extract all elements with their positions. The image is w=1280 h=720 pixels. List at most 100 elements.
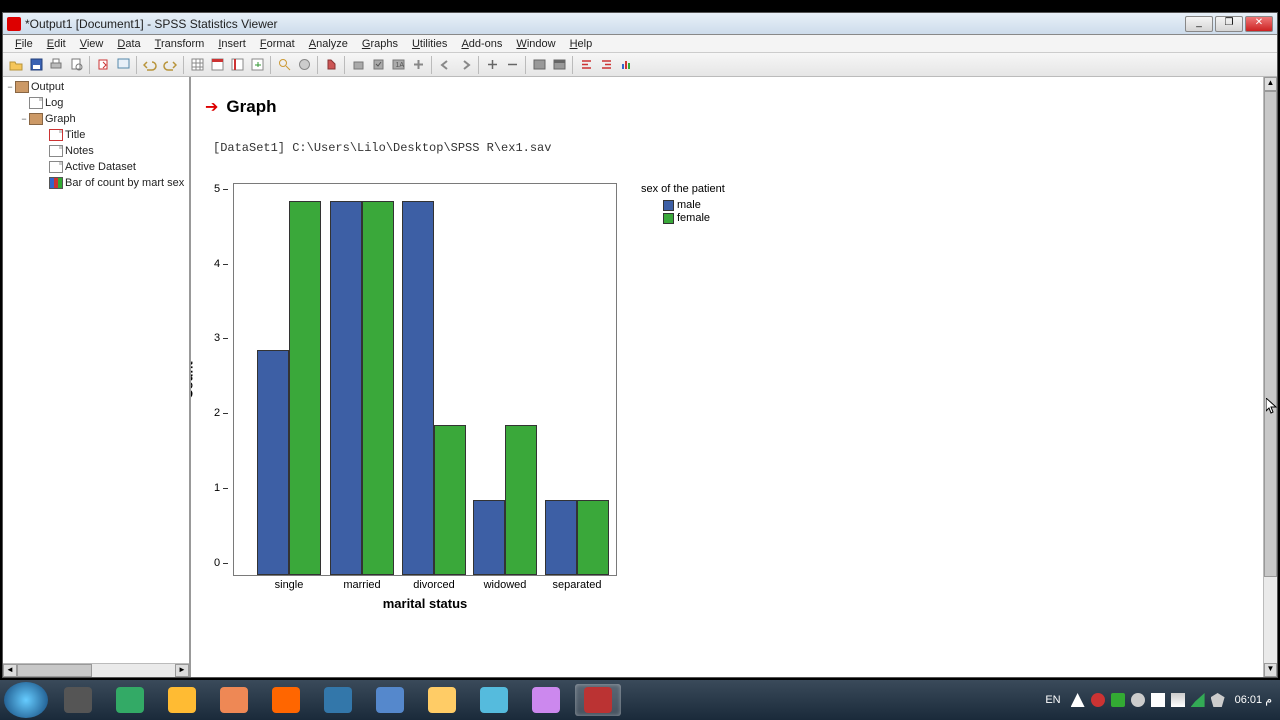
bar-male-divorced bbox=[402, 201, 434, 575]
goto-case-icon[interactable] bbox=[208, 56, 226, 74]
find-icon[interactable] bbox=[275, 56, 293, 74]
taskbar-app-7[interactable] bbox=[419, 684, 465, 716]
menu-data[interactable]: Data bbox=[111, 37, 146, 51]
chart-plot-area: Count 012345singlemarrieddivorcedwidowed… bbox=[233, 183, 617, 576]
menu-graphs[interactable]: Graphs bbox=[356, 37, 404, 51]
titlebar[interactable]: *Output1 [Document1] - SPSS Statistics V… bbox=[3, 13, 1277, 35]
content-area: −Output Log −Graph Title Notes Active Da… bbox=[3, 77, 1277, 677]
bar-female-married bbox=[362, 201, 394, 575]
section-arrow-icon: ➔ bbox=[205, 97, 218, 117]
menu-utilities[interactable]: Utilities bbox=[406, 37, 453, 51]
menu-window[interactable]: Window bbox=[510, 37, 561, 51]
taskbar-app-2[interactable] bbox=[159, 684, 205, 716]
clock[interactable]: 06:01 م bbox=[1235, 694, 1272, 706]
chart-ylabel: Count bbox=[191, 361, 196, 399]
legend-item-male: male bbox=[663, 199, 725, 211]
weight-icon[interactable] bbox=[349, 56, 367, 74]
demote-icon[interactable] bbox=[597, 56, 615, 74]
forward-icon[interactable] bbox=[456, 56, 474, 74]
designate2-icon[interactable] bbox=[550, 56, 568, 74]
save-icon[interactable] bbox=[27, 56, 45, 74]
ytick: 0 bbox=[214, 557, 220, 569]
insert-icon[interactable] bbox=[248, 56, 266, 74]
outline-hscroll[interactable]: ◄► bbox=[3, 663, 189, 677]
menu-add-ons[interactable]: Add-ons bbox=[455, 37, 508, 51]
split-icon[interactable] bbox=[322, 56, 340, 74]
viewer-pane: ➔ Graph [DataSet1] C:\Users\Lilo\Desktop… bbox=[191, 77, 1277, 677]
dataset-path: [DataSet1] C:\Users\Lilo\Desktop\SPSS R\… bbox=[213, 141, 1249, 155]
bar-chart[interactable]: Count 012345singlemarrieddivorcedwidowed… bbox=[233, 183, 1249, 611]
menu-format[interactable]: Format bbox=[254, 37, 301, 51]
xtick: divorced bbox=[413, 579, 455, 591]
language-indicator[interactable]: EN bbox=[1045, 694, 1060, 706]
bar-male-separated bbox=[545, 500, 577, 575]
tree-item-log[interactable]: Log bbox=[5, 95, 187, 111]
taskbar-app-0[interactable] bbox=[55, 684, 101, 716]
outline-pane: −Output Log −Graph Title Notes Active Da… bbox=[3, 77, 191, 677]
xtick: separated bbox=[553, 579, 602, 591]
menu-file[interactable]: File bbox=[9, 37, 39, 51]
taskbar-app-9[interactable] bbox=[523, 684, 569, 716]
menu-insert[interactable]: Insert bbox=[212, 37, 252, 51]
start-button[interactable] bbox=[4, 682, 48, 718]
taskbar-app-5[interactable] bbox=[315, 684, 361, 716]
taskbar: EN 06:01 م bbox=[0, 680, 1280, 720]
minimize-button[interactable]: _ bbox=[1185, 16, 1213, 32]
designate-icon[interactable] bbox=[530, 56, 548, 74]
print-icon[interactable] bbox=[47, 56, 65, 74]
grid-icon[interactable] bbox=[188, 56, 206, 74]
chart-icon[interactable] bbox=[617, 56, 635, 74]
menu-view[interactable]: View bbox=[74, 37, 110, 51]
value-labels-icon[interactable]: 1A bbox=[389, 56, 407, 74]
menubar: FileEditViewDataTransformInsertFormatAna… bbox=[3, 35, 1277, 53]
svg-text:1A: 1A bbox=[395, 62, 404, 69]
preview-icon[interactable] bbox=[67, 56, 85, 74]
tree-item-graph[interactable]: −Graph bbox=[5, 111, 187, 127]
menu-analyze[interactable]: Analyze bbox=[303, 37, 354, 51]
export-icon[interactable] bbox=[94, 56, 112, 74]
tree-item-notes[interactable]: Notes bbox=[5, 143, 187, 159]
taskbar-app-3[interactable] bbox=[211, 684, 257, 716]
menu-transform[interactable]: Transform bbox=[149, 37, 211, 51]
taskbar-app-8[interactable] bbox=[471, 684, 517, 716]
close-button[interactable]: ✕ bbox=[1245, 16, 1273, 32]
toolbar: 1A bbox=[3, 53, 1277, 77]
promote-icon[interactable] bbox=[577, 56, 595, 74]
tree-item-active-dataset[interactable]: Active Dataset bbox=[5, 159, 187, 175]
select-cases-icon[interactable] bbox=[369, 56, 387, 74]
bar-male-single bbox=[257, 350, 289, 575]
maximize-button[interactable]: ❐ bbox=[1215, 16, 1243, 32]
taskbar-app-10[interactable] bbox=[575, 684, 621, 716]
recall-dialog-icon[interactable] bbox=[114, 56, 132, 74]
bar-male-widowed bbox=[473, 500, 505, 575]
viewer-vscroll[interactable]: ▲▼ bbox=[1263, 77, 1277, 677]
taskbar-app-6[interactable] bbox=[367, 684, 413, 716]
tree-root[interactable]: −Output bbox=[5, 79, 187, 95]
taskbar-app-4[interactable] bbox=[263, 684, 309, 716]
taskbar-app-1[interactable] bbox=[107, 684, 153, 716]
ytick: 5 bbox=[214, 183, 220, 195]
tree-item-title[interactable]: Title bbox=[5, 127, 187, 143]
open-icon[interactable] bbox=[7, 56, 25, 74]
minus-icon[interactable] bbox=[503, 56, 521, 74]
tray-icons[interactable] bbox=[1071, 693, 1225, 707]
menu-help[interactable]: Help bbox=[564, 37, 599, 51]
menu-edit[interactable]: Edit bbox=[41, 37, 72, 51]
redo-icon[interactable] bbox=[161, 56, 179, 74]
ytick: 3 bbox=[214, 332, 220, 344]
bar-male-married bbox=[330, 201, 362, 575]
back-icon[interactable] bbox=[436, 56, 454, 74]
chart-xlabel: marital status bbox=[233, 596, 617, 611]
select-icon[interactable] bbox=[295, 56, 313, 74]
ytick: 1 bbox=[214, 482, 220, 494]
app-icon bbox=[7, 17, 21, 31]
ytick: 4 bbox=[214, 258, 220, 270]
undo-icon[interactable] bbox=[141, 56, 159, 74]
plus-icon[interactable] bbox=[483, 56, 501, 74]
use-sets-icon[interactable] bbox=[409, 56, 427, 74]
variables-icon[interactable] bbox=[228, 56, 246, 74]
bar-female-divorced bbox=[434, 425, 466, 575]
ytick: 2 bbox=[214, 407, 220, 419]
system-tray[interactable]: EN 06:01 م bbox=[1045, 693, 1280, 707]
tree-item-bar-chart[interactable]: Bar of count by mart sex bbox=[5, 175, 187, 191]
